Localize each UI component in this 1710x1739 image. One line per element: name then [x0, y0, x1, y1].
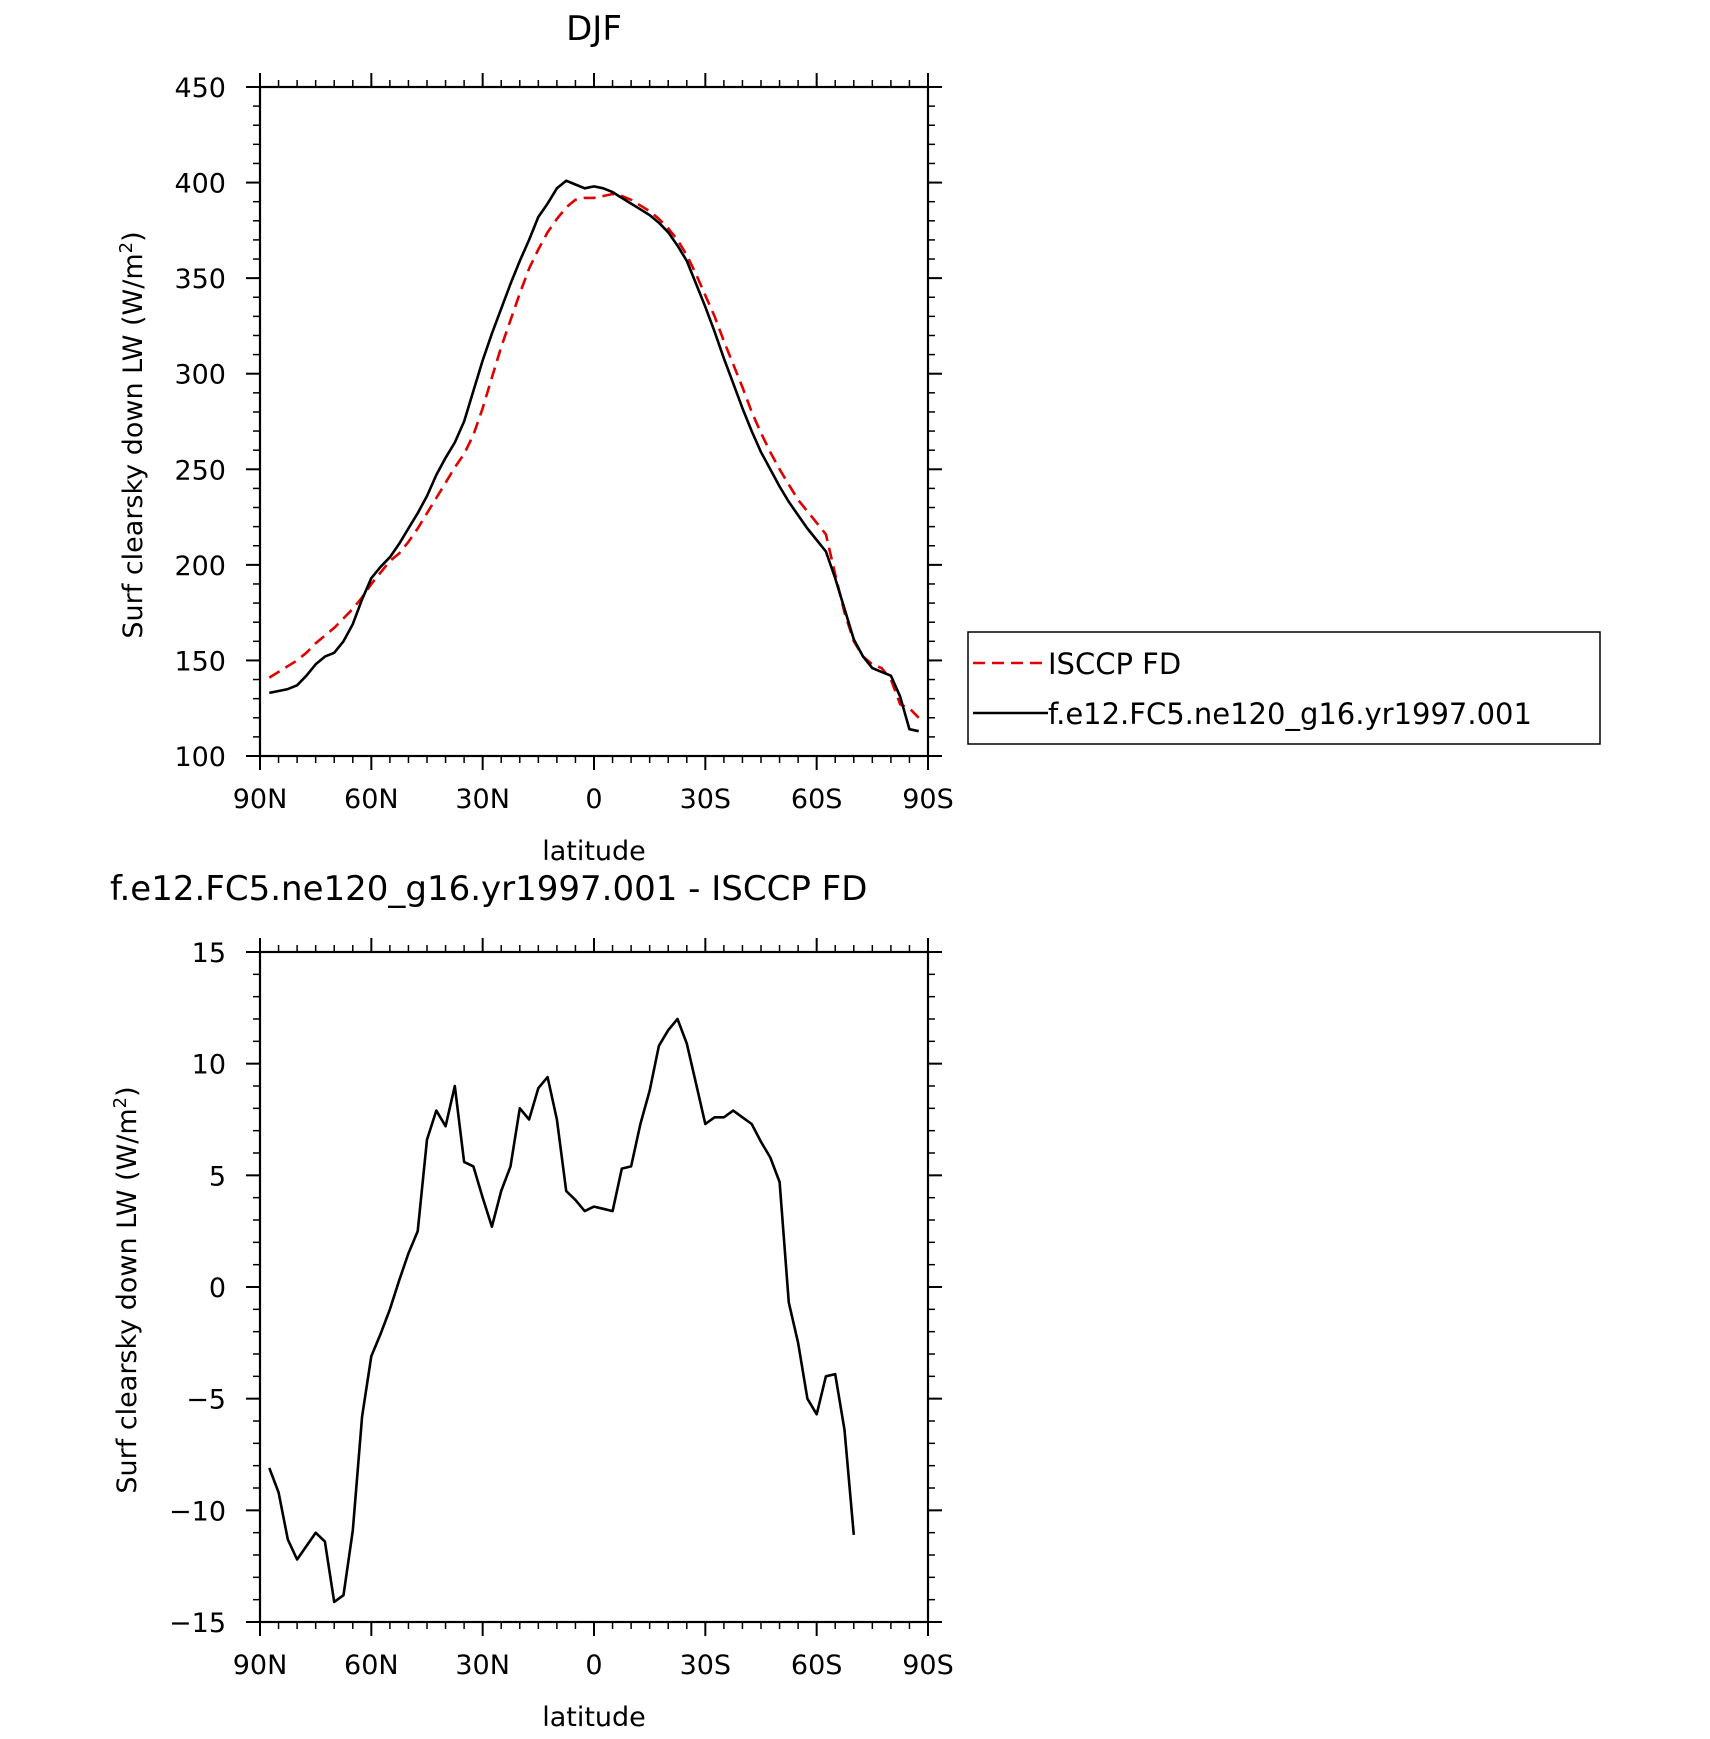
bottom-y-tick-label: −15: [169, 1608, 226, 1639]
top-x-tick-label: 30S: [680, 784, 732, 815]
top-y-tick-label: 100: [174, 742, 226, 773]
top-plot-title: DJF: [566, 9, 622, 49]
legend-label-isccp: ISCCP FD: [1048, 647, 1181, 681]
top-y-tick-label: 150: [174, 646, 226, 677]
legend: ISCCP FD f.e12.FC5.ne120_g16.yr1997.001: [967, 631, 1601, 745]
bottom-y-tick-label: 15: [192, 938, 226, 969]
top-y-tick-label: 200: [174, 551, 226, 582]
bottom-plot-title: f.e12.FC5.ne120_g16.yr1997.001 - ISCCP F…: [110, 869, 867, 909]
bottom-x-tick-label: 90S: [902, 1650, 954, 1681]
bottom-y-tick-label: 0: [209, 1273, 226, 1304]
bottom-y-tick-label: −10: [169, 1496, 226, 1527]
bottom-series-line-0: [268, 1017, 856, 1604]
bottom-y-axis-title: Surf clearsky down LW (W/m2): [110, 1086, 143, 1493]
top-x-tick-label: 90N: [233, 784, 288, 815]
bottom-x-tick-label: 30S: [680, 1650, 732, 1681]
top-y-tick-label: 300: [174, 360, 226, 391]
top-series-line-0: [268, 192, 920, 719]
top-y-axis-title: Surf clearsky down LW (W/m2): [116, 231, 149, 638]
bottom-y-tick-label: 5: [209, 1161, 226, 1192]
top-x-tick-label: 30N: [455, 784, 510, 815]
top-series-line-1: [269, 179, 919, 733]
top-series-group: [268, 179, 920, 733]
top-y-tick-label: 450: [174, 73, 226, 104]
legend-label-model: f.e12.FC5.ne120_g16.yr1997.001: [1048, 697, 1532, 731]
legend-box: [967, 631, 1601, 745]
bottom-x-tick-label: 90N: [233, 1650, 288, 1681]
top-x-tick-label: 90S: [902, 784, 954, 815]
bottom-y-tick-label: 10: [192, 1050, 226, 1081]
bottom-plot-panel: f.e12.FC5.ne120_g16.yr1997.001 - ISCCP F…: [110, 869, 954, 1733]
top-y-tick-label: 350: [174, 264, 226, 295]
top-x-tick-label: 60S: [791, 784, 843, 815]
bottom-y-tick-label: −5: [186, 1385, 226, 1416]
bottom-x-axis-title: latitude: [542, 1702, 646, 1733]
top-plot-panel: DJF 90N 60N 30N 0 30S 60S 90S 100 150 200 250 300 35…: [116, 9, 954, 867]
bottom-series-group: [268, 1017, 856, 1604]
top-x-axis-title: latitude: [542, 836, 646, 867]
bottom-x-tick-label: 0: [585, 1650, 602, 1681]
bottom-axes: 90N 60N 30N 0 30S 60S 90S −15 −10 −5 0 5 10 15: [169, 938, 954, 1681]
top-x-tick-label: 0: [585, 784, 602, 815]
bottom-x-tick-label: 60N: [344, 1650, 399, 1681]
top-axes: 90N 60N 30N 0 30S 60S 90S 100 150 200 250 300 350 400…: [174, 73, 954, 815]
bottom-x-tick-label: 30N: [455, 1650, 510, 1681]
bottom-x-tick-label: 60S: [791, 1650, 843, 1681]
top-y-tick-label: 400: [174, 169, 226, 200]
top-y-tick-label: 250: [174, 455, 226, 486]
top-x-tick-label: 60N: [344, 784, 399, 815]
